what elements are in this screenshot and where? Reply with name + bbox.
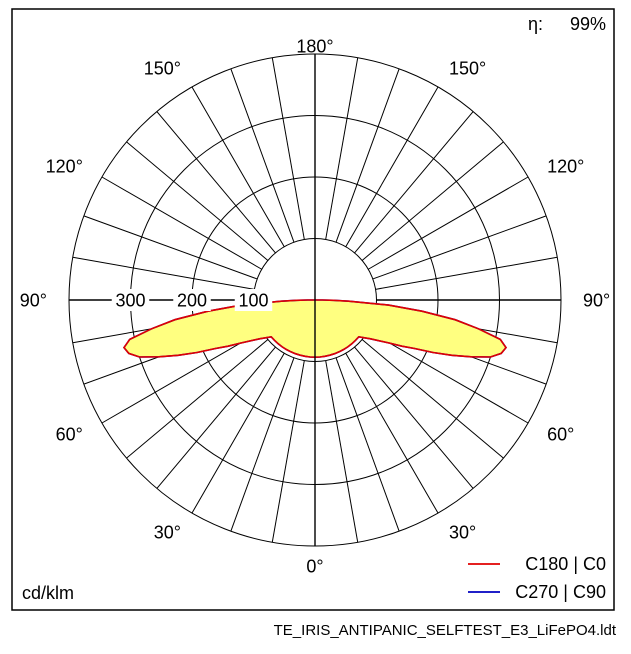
angle-label-0-center: 0° bbox=[306, 557, 323, 577]
grid-spoke-60-left bbox=[101, 330, 262, 424]
grid-spoke-170-left bbox=[271, 57, 305, 240]
grid-spoke-110-left bbox=[83, 215, 258, 280]
efficiency-value: 99% bbox=[570, 14, 606, 34]
tick-label-bg-100 bbox=[234, 289, 273, 311]
angle-label-30-left: 30° bbox=[154, 523, 181, 543]
grid-spoke-140-left bbox=[156, 111, 276, 254]
grid-spoke-160-left bbox=[230, 68, 295, 243]
grid-spoke-150-right bbox=[345, 86, 439, 247]
angle-labels: 180° 150° 150° 120° 120° 90° 90° 60° 60° 30° 30° 0° bbox=[20, 37, 610, 577]
tick-label-300: 300 bbox=[115, 291, 145, 311]
grid-spoke-50-right bbox=[361, 339, 504, 459]
grid-spoke-30-right bbox=[345, 353, 439, 514]
grid-spoke-120-left bbox=[101, 176, 262, 270]
tick-label-200: 200 bbox=[177, 291, 207, 311]
angle-label-120-right: 120° bbox=[547, 157, 584, 177]
grid-spoke-100-left bbox=[72, 256, 255, 290]
grid-spoke-160-right bbox=[335, 68, 400, 243]
grid-spoke-20-right bbox=[335, 357, 400, 532]
angle-label-60-right: 60° bbox=[547, 425, 574, 445]
legend: C180 | C0 C270 | C90 bbox=[468, 554, 606, 602]
angle-label-150-left: 150° bbox=[144, 58, 181, 78]
grid-spoke-20-left bbox=[230, 357, 295, 532]
angle-label-60-left: 60° bbox=[56, 425, 83, 445]
grid-spoke-30-left bbox=[191, 353, 285, 514]
grid-spoke-140-right bbox=[354, 111, 474, 254]
tick-label-bg-300 bbox=[111, 289, 150, 311]
legend-entry-c270-c90: C270 | C90 bbox=[515, 582, 606, 602]
angle-label-150-right: 150° bbox=[449, 58, 486, 78]
angle-label-30-right: 30° bbox=[449, 523, 476, 543]
grid-spoke-40-left bbox=[156, 346, 276, 489]
grid-spoke-130-right bbox=[361, 141, 504, 261]
axis-overlay bbox=[69, 54, 561, 546]
angle-label-90-right: 90° bbox=[583, 291, 610, 311]
legend-entry-c180-c0: C180 | C0 bbox=[525, 554, 606, 574]
angle-label-90-left: 90° bbox=[20, 291, 47, 311]
grid-spoke-110-right bbox=[372, 215, 547, 280]
grid-spoke-120-right bbox=[368, 176, 529, 270]
efficiency-label: η: bbox=[528, 14, 543, 34]
grid-spoke-60-right bbox=[368, 330, 529, 424]
tick-label-100: 100 bbox=[238, 291, 268, 311]
angle-label-120-left: 120° bbox=[46, 157, 83, 177]
grid-spoke-40-right bbox=[354, 346, 474, 489]
grid-spoke-170-right bbox=[325, 57, 359, 240]
grid-spoke-100-right bbox=[375, 256, 558, 290]
file-name: TE_IRIS_ANTIPANIC_SELFTEST_E3_LiFePO4.ld… bbox=[273, 622, 616, 639]
radial-tick-labels: 100 200 300 bbox=[111, 289, 273, 311]
grid-spoke-150-left bbox=[191, 86, 285, 247]
tick-label-bg-200 bbox=[173, 289, 211, 311]
grid-spoke-50-left bbox=[126, 339, 269, 459]
grid-spoke-130-left bbox=[126, 141, 269, 261]
grid-spoke-10-right bbox=[325, 360, 359, 543]
angle-label-180-center: 180° bbox=[296, 37, 333, 57]
grid-spoke-10-left bbox=[271, 360, 305, 543]
unit-label: cd/klm bbox=[22, 583, 74, 603]
